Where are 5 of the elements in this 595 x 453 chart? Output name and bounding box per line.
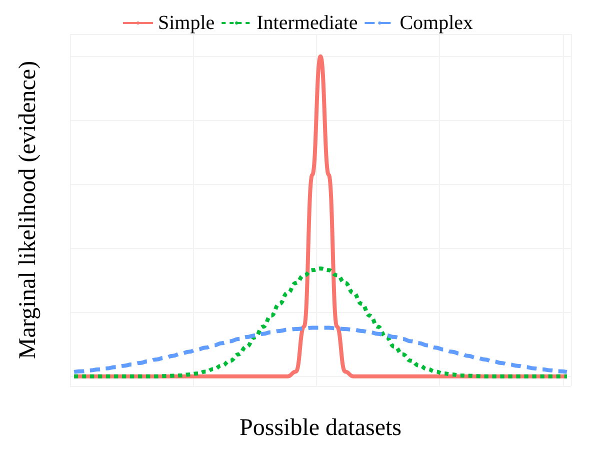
legend-label: Simple: [158, 12, 215, 34]
legend-label: Intermediate: [256, 12, 358, 34]
legend-label: Complex: [400, 12, 474, 34]
x-axis-title: Possible datasets: [240, 415, 402, 441]
y-axis-title: Marginal likelihood (evidence): [15, 60, 41, 360]
